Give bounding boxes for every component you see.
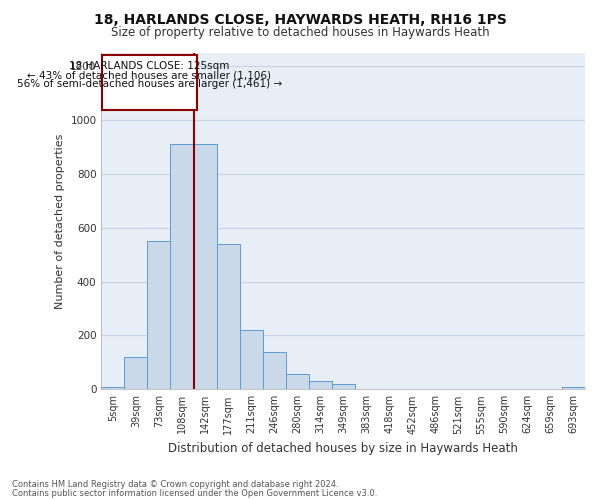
- Bar: [263, 352, 286, 390]
- Bar: [239, 330, 263, 390]
- Text: 56% of semi-detached houses are larger (1,461) →: 56% of semi-detached houses are larger (…: [17, 79, 282, 89]
- Bar: [101, 386, 124, 390]
- Text: Size of property relative to detached houses in Haywards Heath: Size of property relative to detached ho…: [110, 26, 490, 39]
- Text: ← 43% of detached houses are smaller (1,106): ← 43% of detached houses are smaller (1,…: [28, 70, 271, 80]
- Bar: [562, 386, 585, 390]
- Text: Contains HM Land Registry data © Crown copyright and database right 2024.: Contains HM Land Registry data © Crown c…: [12, 480, 338, 489]
- FancyBboxPatch shape: [102, 55, 197, 110]
- Text: 18 HARLANDS CLOSE: 125sqm: 18 HARLANDS CLOSE: 125sqm: [69, 60, 230, 70]
- Bar: [170, 144, 194, 390]
- Bar: [286, 374, 308, 390]
- Bar: [148, 241, 170, 390]
- Bar: [308, 381, 332, 390]
- Y-axis label: Number of detached properties: Number of detached properties: [55, 133, 65, 308]
- Bar: [124, 357, 148, 390]
- Text: 18, HARLANDS CLOSE, HAYWARDS HEATH, RH16 1PS: 18, HARLANDS CLOSE, HAYWARDS HEATH, RH16…: [94, 12, 506, 26]
- Bar: [194, 144, 217, 390]
- Bar: [332, 384, 355, 390]
- Text: Contains public sector information licensed under the Open Government Licence v3: Contains public sector information licen…: [12, 489, 377, 498]
- X-axis label: Distribution of detached houses by size in Haywards Heath: Distribution of detached houses by size …: [168, 442, 518, 455]
- Bar: [217, 244, 239, 390]
